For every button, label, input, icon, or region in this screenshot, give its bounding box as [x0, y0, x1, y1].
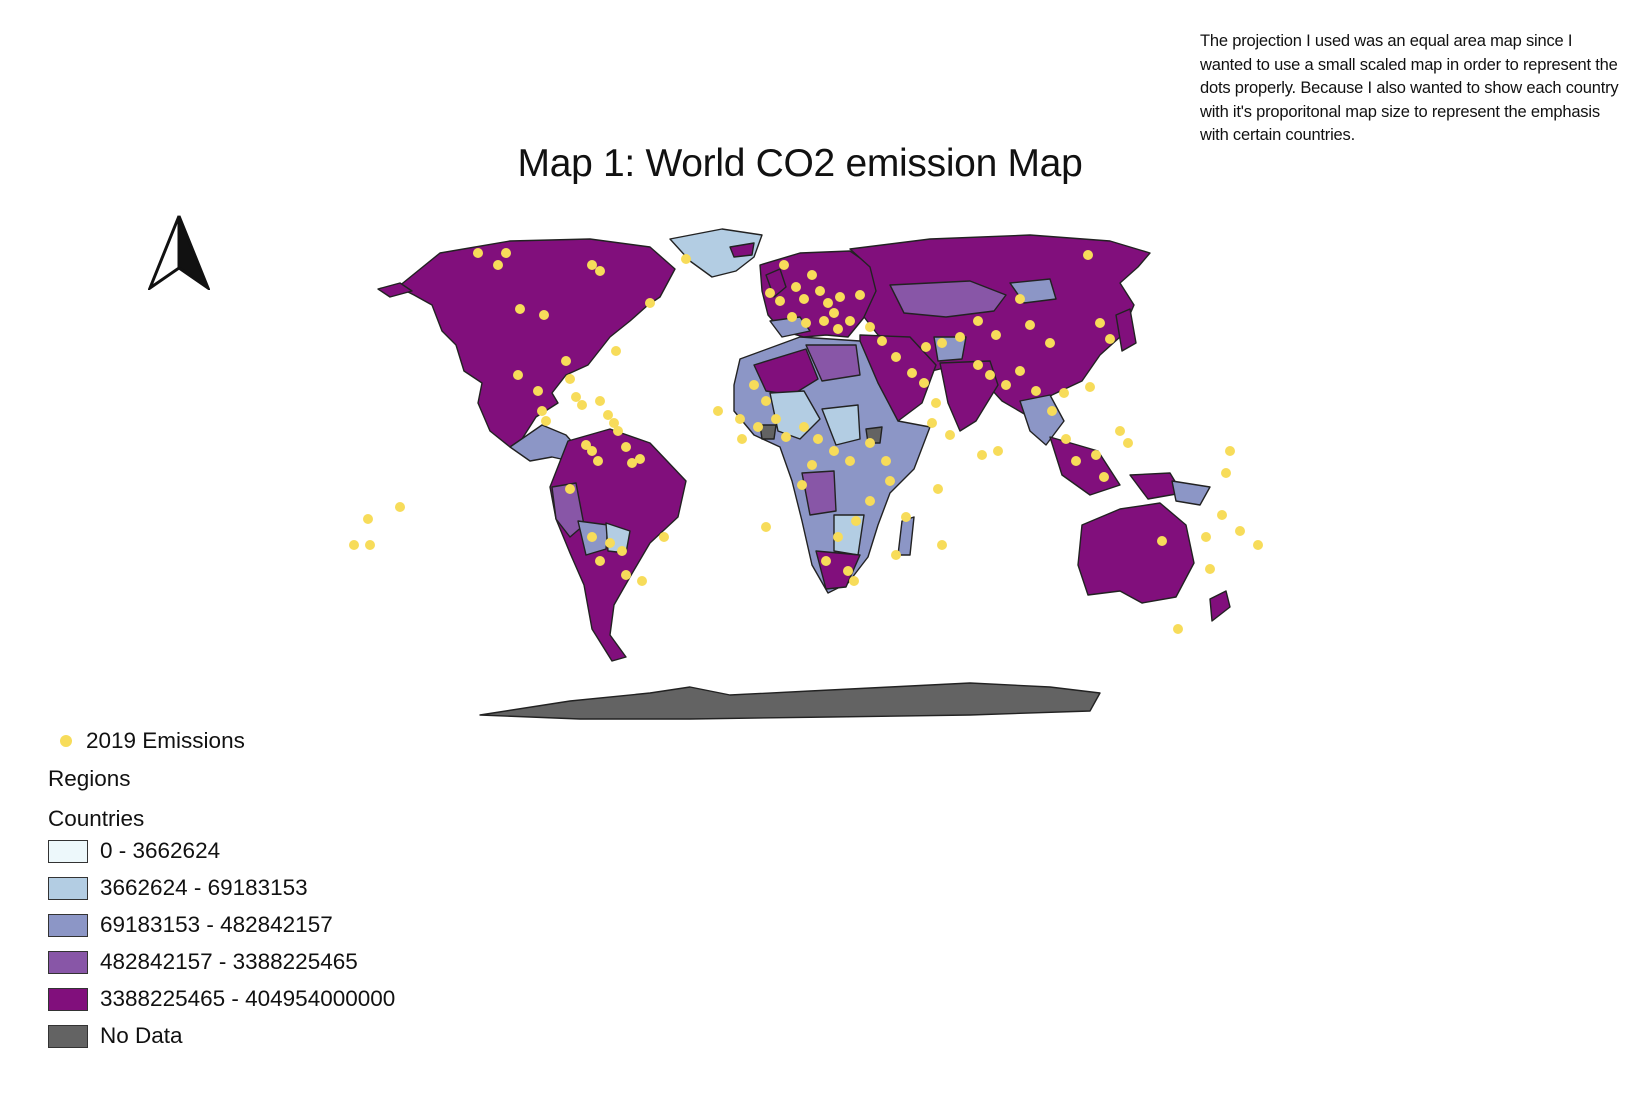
- legend-points-label: 2019 Emissions: [86, 728, 245, 753]
- legend-class-row: 3388225465 - 404954000000: [48, 986, 395, 1012]
- australia: [1077, 502, 1195, 604]
- emission-points: [349, 248, 1263, 634]
- legend-regions-label: Regions: [48, 766, 131, 791]
- legend-class-label: No Data: [100, 1023, 183, 1048]
- legend-class-row: 69183153 - 482842157: [48, 912, 333, 938]
- legend-class-label: 69183153 - 482842157: [100, 912, 333, 937]
- legend-class-row: 0 - 3662624: [48, 838, 220, 864]
- legend-swatch: [48, 987, 88, 1011]
- legend-swatch: [48, 913, 88, 937]
- legend-points: 2019 Emissions: [48, 728, 245, 754]
- projection-note: The projection I used was an equal area …: [1200, 32, 1619, 144]
- north-america: [397, 238, 676, 448]
- world-map: [349, 228, 1263, 720]
- greenland: [669, 228, 763, 278]
- emission-dot-icon: [60, 735, 72, 747]
- legend-class-label: 3388225465 - 404954000000: [100, 986, 396, 1011]
- legend-class-label: 0 - 3662624: [100, 838, 221, 863]
- legend-class-label: 3662624 - 69183153: [100, 875, 308, 900]
- legend-countries-label: Countries: [48, 806, 145, 831]
- legend-swatch: [48, 839, 88, 863]
- legend-class-row: 3662624 - 69183153: [48, 875, 308, 901]
- map-title: Map 1: World CO2 emission Map: [517, 142, 1083, 185]
- india: [939, 360, 999, 432]
- legend-class-row: No Data: [48, 1023, 183, 1049]
- legend-class-row: 482842157 - 3388225465: [48, 949, 358, 975]
- legend-swatch: [48, 1024, 88, 1048]
- antarctica: [479, 682, 1101, 720]
- north-arrow-icon: [148, 215, 210, 290]
- legend-swatch: [48, 950, 88, 974]
- legend-swatch: [48, 876, 88, 900]
- legend-class-label: 482842157 - 3388225465: [100, 949, 358, 974]
- legend-regions: Regions: [48, 766, 131, 792]
- legend-countries: Countries: [48, 806, 144, 832]
